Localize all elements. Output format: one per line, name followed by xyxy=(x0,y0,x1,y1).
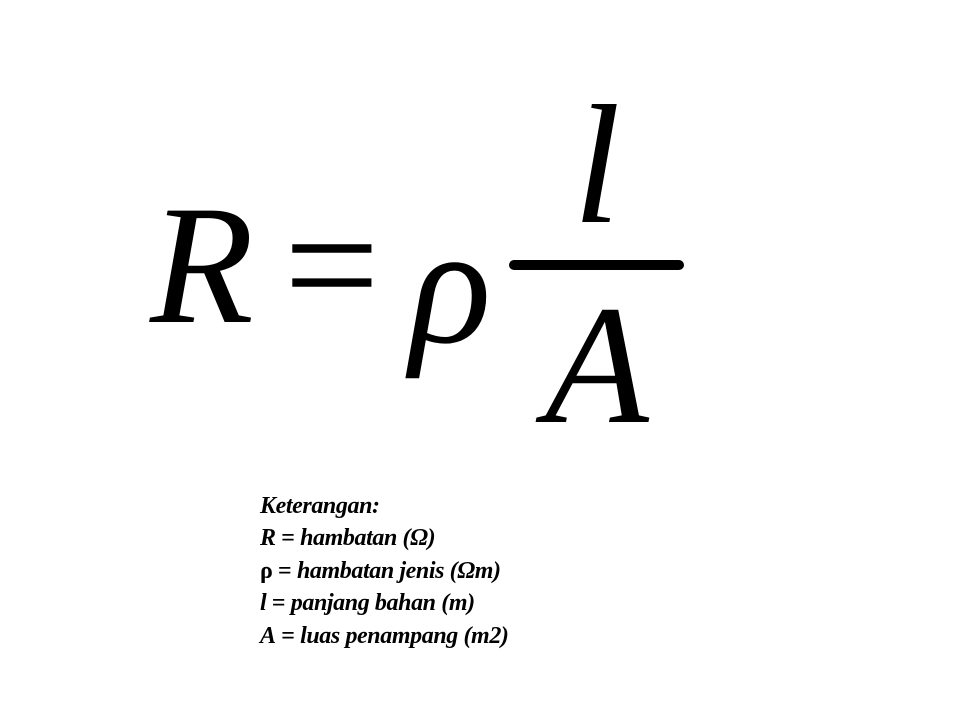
legend-symbol: R xyxy=(260,525,276,551)
legend-row: A = luas penampang (m2) xyxy=(260,620,509,652)
legend-desc: luas penampang (m2) xyxy=(300,623,508,649)
legend-row: l = panjang bahan (m) xyxy=(260,587,509,619)
legend-sep: = xyxy=(272,558,296,584)
legend-sep: = xyxy=(276,525,300,551)
formula-rho: ρ xyxy=(410,200,492,370)
resistivity-formula: R = ρ l A xyxy=(150,95,870,435)
fraction-bar xyxy=(509,260,684,270)
legend-row: ρ = hambatan jenis (Ωm) xyxy=(260,555,509,587)
formula-lhs: R xyxy=(150,180,254,350)
legend-desc: hambatan jenis (Ωm) xyxy=(297,558,501,584)
formula-fraction: l A xyxy=(509,76,684,455)
legend-desc: panjang bahan (m) xyxy=(291,590,475,616)
formula-numerator: l xyxy=(553,76,640,255)
legend-sep: = xyxy=(266,590,290,616)
legend-title: Keterangan: xyxy=(260,490,509,522)
formula-equals: = xyxy=(284,180,380,350)
page: R = ρ l A Keterangan: R = hambatan (Ω) ρ… xyxy=(0,0,960,720)
legend: Keterangan: R = hambatan (Ω) ρ = hambata… xyxy=(260,490,509,652)
legend-row: R = hambatan (Ω) xyxy=(260,522,509,554)
legend-desc: hambatan (Ω) xyxy=(300,525,435,551)
legend-sep: = xyxy=(276,623,300,649)
legend-symbol: A xyxy=(260,623,276,649)
legend-symbol: ρ xyxy=(260,558,272,584)
formula-denominator: A xyxy=(525,276,669,455)
